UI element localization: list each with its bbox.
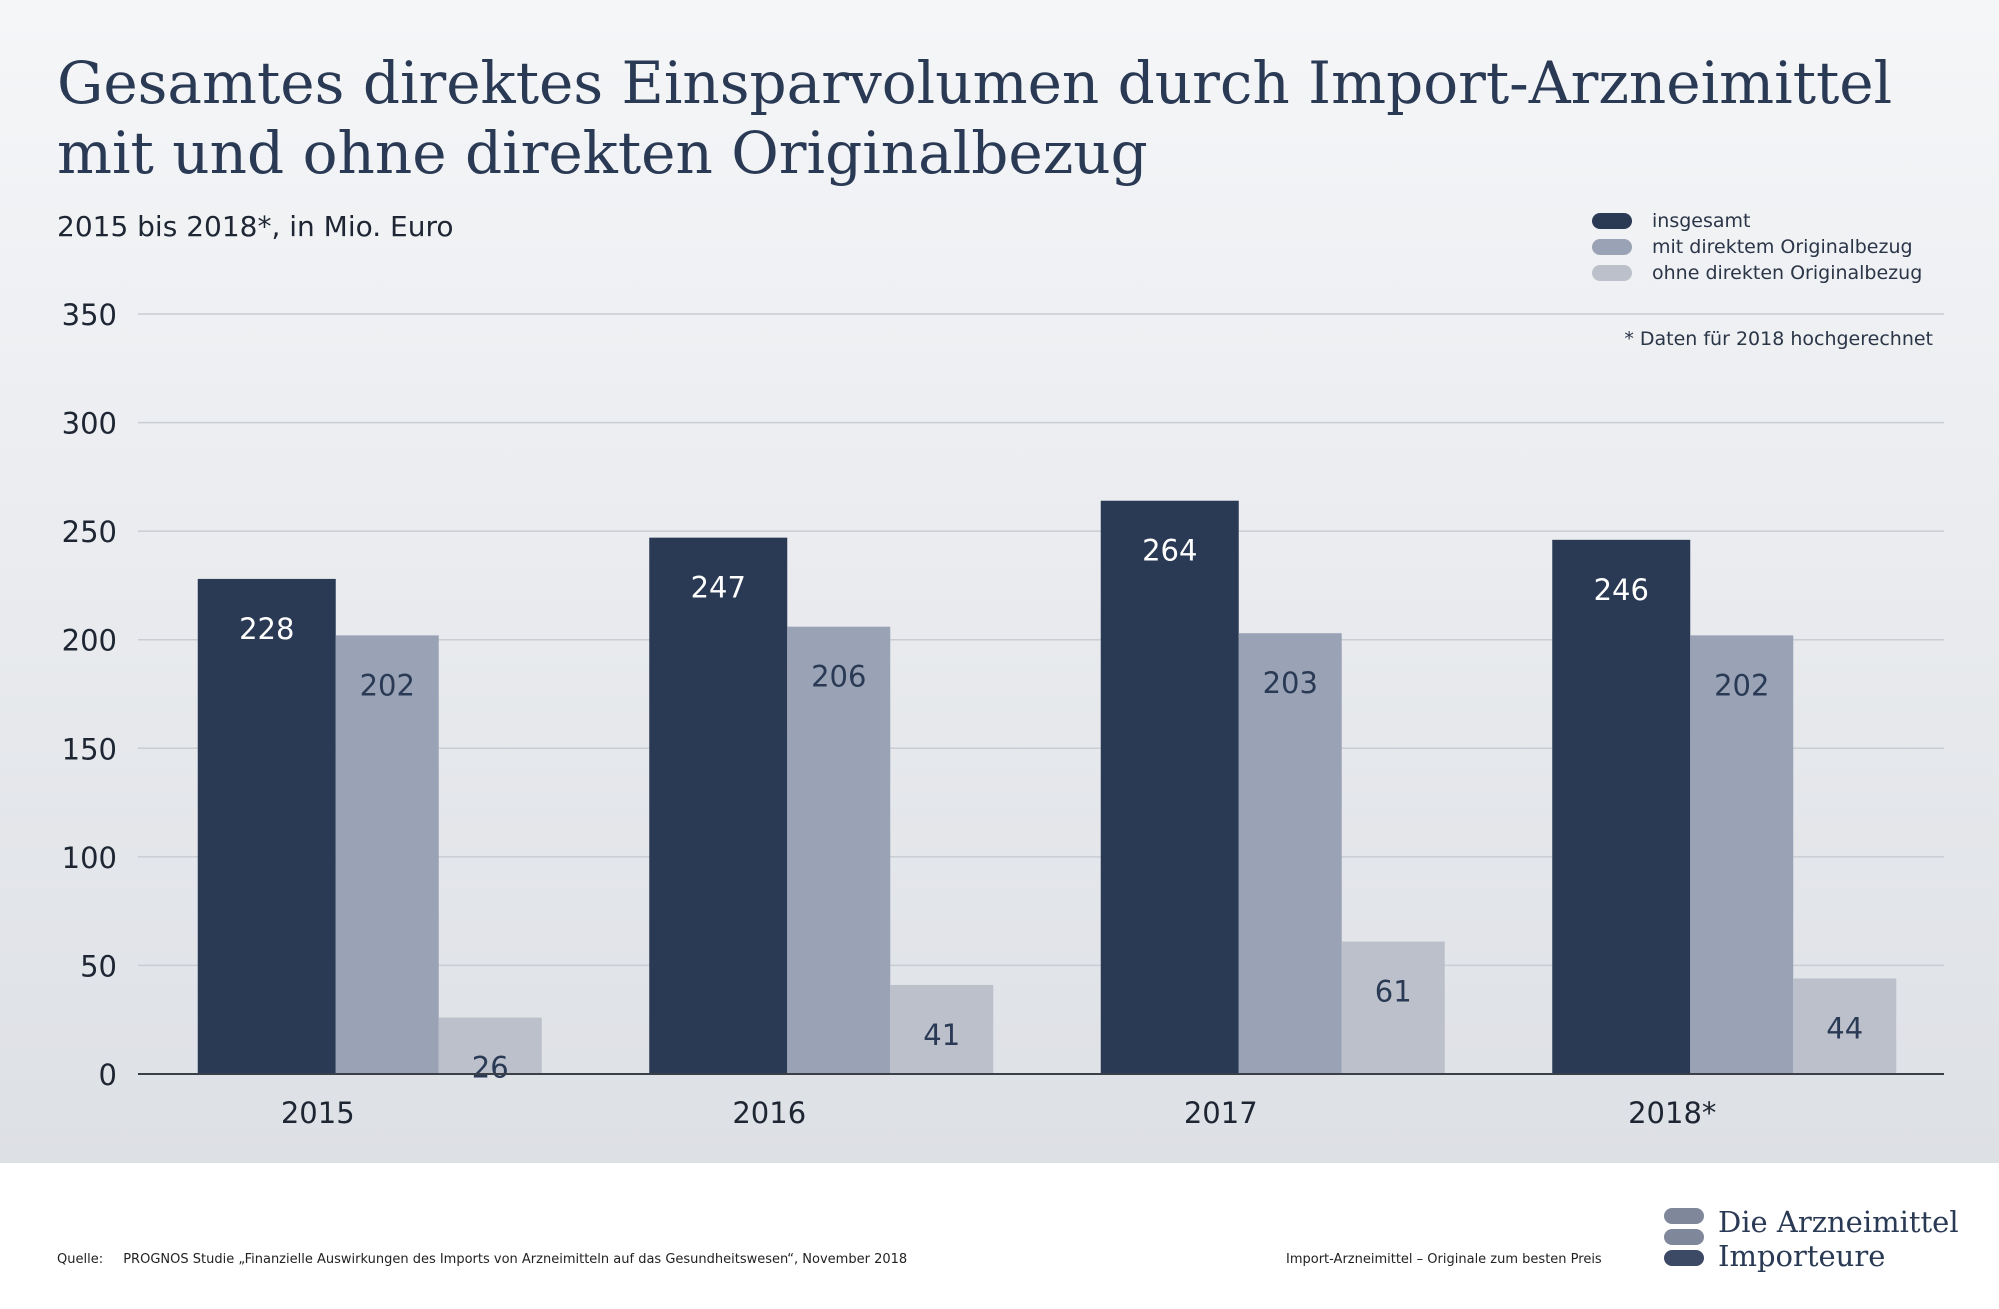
chart-legend: insgesamt mit direktem Originalbezug ohn… xyxy=(1592,208,1962,286)
y-tick-label: 50 xyxy=(80,949,117,983)
data-label: 228 xyxy=(239,612,294,646)
bar xyxy=(1100,500,1239,1074)
chart-subtitle: 2015 bis 2018*, in Mio. Euro xyxy=(57,210,454,243)
logo-pill-bottom xyxy=(1664,1250,1704,1266)
y-tick-label: 250 xyxy=(62,515,117,549)
logo-text: Die Arzneimittel Importeure xyxy=(1718,1205,1959,1273)
chart-title-line-2: mit und ohne direkten Originalbezug xyxy=(57,119,1148,187)
bar xyxy=(1690,635,1794,1074)
data-label: 41 xyxy=(923,1018,960,1052)
chart-title: Gesamtes direktes Einsparvolumen durch I… xyxy=(57,48,1937,188)
logo-pill-middle xyxy=(1664,1229,1704,1245)
projection-note: * Daten für 2018 hochgerechnet xyxy=(1624,328,1933,350)
legend-swatch-ohne xyxy=(1592,265,1632,281)
y-tick-label: 100 xyxy=(62,841,117,875)
legend-label-ohne: ohne direkten Originalbezug xyxy=(1652,262,1923,284)
x-tick-label: 2015 xyxy=(281,1096,355,1130)
data-label: 202 xyxy=(360,668,415,702)
bar-chart: 0 50 100 150 200 250 300 350 228 202 26 2015 247 206 4… xyxy=(62,298,1944,1130)
source-line: Quelle: PROGNOS Studie „Finanzielle Ausw… xyxy=(57,1252,907,1267)
logo-pill-top xyxy=(1664,1208,1704,1224)
x-tick-label: 2016 xyxy=(732,1096,806,1130)
y-tick-label: 0 xyxy=(99,1058,117,1092)
logo: Die Arzneimittel Importeure xyxy=(1664,1205,1959,1273)
source-text: PROGNOS Studie „Finanzielle Auswirkungen… xyxy=(123,1252,908,1267)
data-label: 203 xyxy=(1263,666,1318,700)
y-tick-label: 200 xyxy=(62,624,117,658)
y-tick-label: 300 xyxy=(62,407,117,441)
data-label: 264 xyxy=(1142,534,1197,568)
legend-item-ohne: ohne direkten Originalbezug xyxy=(1592,260,1962,286)
bar xyxy=(335,635,439,1074)
bar xyxy=(1793,978,1897,1074)
data-label: 202 xyxy=(1714,668,1769,702)
data-label: 247 xyxy=(691,571,746,605)
legend-label-mit: mit direktem Originalbezug xyxy=(1652,236,1913,258)
data-label: 246 xyxy=(1594,573,1649,607)
logo-text-line-2: Importeure xyxy=(1718,1239,1886,1273)
data-label: 26 xyxy=(472,1051,509,1085)
bar xyxy=(1238,633,1342,1074)
y-tick-label: 150 xyxy=(62,732,117,766)
legend-item-mit: mit direktem Originalbezug xyxy=(1592,234,1962,260)
legend-swatch-mit xyxy=(1592,239,1632,255)
x-tick-label: 2017 xyxy=(1184,1096,1258,1130)
source-label: Quelle: xyxy=(57,1252,104,1267)
claim-text: Import-Arzneimittel – Originale zum best… xyxy=(1286,1252,1602,1267)
y-tick-label: 350 xyxy=(62,298,117,332)
bar xyxy=(438,1017,542,1074)
data-label: 206 xyxy=(811,660,866,694)
legend-label-insgesamt: insgesamt xyxy=(1652,210,1751,232)
bar xyxy=(1341,941,1445,1074)
bar xyxy=(787,626,891,1074)
logo-text-line-1: Die Arzneimittel xyxy=(1718,1205,1959,1239)
legend-item-insgesamt: insgesamt xyxy=(1592,208,1962,234)
bar xyxy=(1552,539,1691,1074)
bar xyxy=(197,578,336,1074)
bar xyxy=(890,984,994,1074)
bar xyxy=(649,537,788,1074)
x-tick-label: 2018* xyxy=(1628,1096,1716,1130)
data-label: 44 xyxy=(1826,1011,1863,1045)
legend-swatch-insgesamt xyxy=(1592,213,1632,229)
chart-title-line-1: Gesamtes direktes Einsparvolumen durch I… xyxy=(57,49,1893,117)
data-label: 61 xyxy=(1375,975,1412,1009)
logo-pills-icon xyxy=(1664,1208,1704,1270)
